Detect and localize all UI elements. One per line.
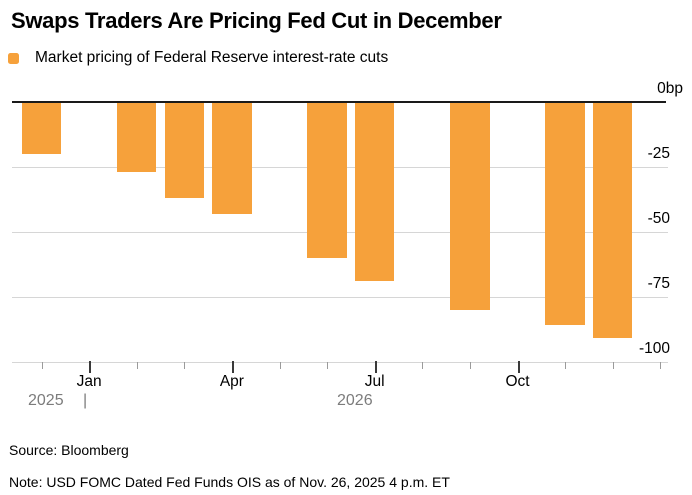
- y-axis-label: -50: [647, 209, 670, 227]
- x-month-label: Jan: [76, 373, 102, 390]
- legend-label: Market pricing of Federal Reserve intere…: [35, 49, 389, 66]
- zero-axis-line: [12, 101, 666, 103]
- bar: [307, 103, 347, 258]
- y-axis-label: -25: [647, 144, 670, 162]
- bar: [116, 103, 157, 173]
- x-tick: [279, 362, 281, 369]
- x-tick: [89, 361, 92, 373]
- x-tick: [41, 362, 43, 369]
- chart-title: Swaps Traders Are Pricing Fed Cut in Dec…: [11, 8, 502, 33]
- note-text: Note: USD FOMC Dated Fed Funds OIS as of…: [9, 474, 450, 490]
- gridline: [12, 296, 668, 298]
- bar: [545, 103, 585, 326]
- legend-swatch-icon: [8, 52, 19, 64]
- bar: [164, 103, 205, 198]
- bar: [450, 103, 490, 310]
- year-divider: |: [83, 392, 88, 409]
- x-tick: [517, 361, 520, 373]
- x-tick: [422, 362, 424, 369]
- legend: Market pricing of Federal Reserve intere…: [8, 49, 388, 67]
- x-tick: [469, 362, 471, 369]
- year-label-2026: 2026: [337, 392, 373, 409]
- source-text: Source: Bloomberg: [9, 442, 129, 458]
- x-tick: [565, 362, 567, 369]
- x-tick: [231, 361, 234, 373]
- bar: [354, 103, 395, 282]
- x-tick: [136, 362, 138, 369]
- y-axis-label: -75: [647, 274, 670, 292]
- gridline: [12, 361, 668, 363]
- x-month-label: Oct: [505, 373, 530, 390]
- y-axis-label: 0bp: [657, 80, 683, 97]
- bar: [592, 103, 633, 339]
- x-month-label: Apr: [219, 373, 244, 390]
- x-tick: [184, 362, 186, 369]
- x-tick: [374, 361, 377, 373]
- x-tick: [612, 362, 614, 369]
- year-label-2025: 2025: [28, 392, 64, 409]
- x-tick: [660, 362, 662, 369]
- y-axis-label: -100: [638, 339, 670, 357]
- x-month-label: Jul: [364, 373, 385, 390]
- x-tick: [327, 362, 329, 369]
- bar: [212, 103, 252, 214]
- bar: [21, 103, 62, 154]
